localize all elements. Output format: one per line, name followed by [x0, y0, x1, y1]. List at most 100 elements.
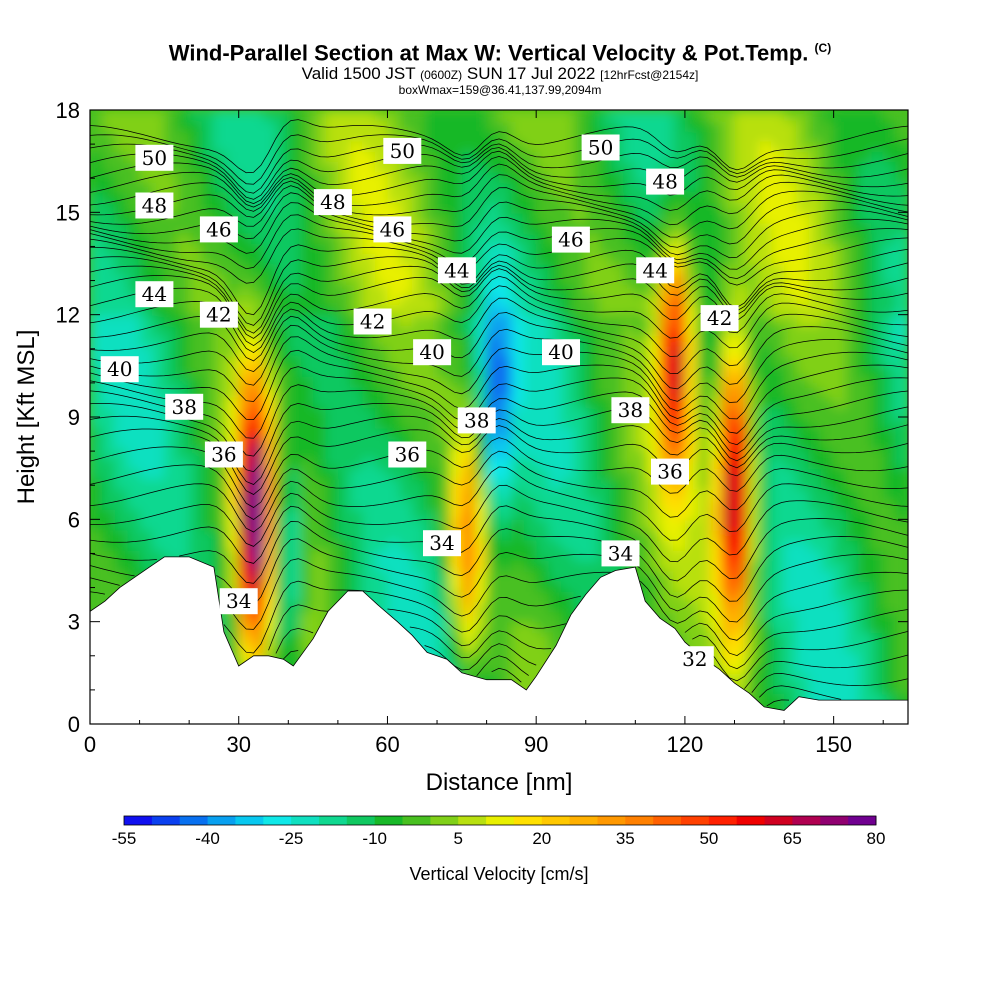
field-cell — [251, 406, 265, 418]
field-cell — [102, 222, 116, 234]
field-cell — [288, 396, 302, 408]
field-cell — [585, 478, 600, 490]
field-cell — [746, 386, 761, 398]
colorbar-tick-label: 20 — [532, 829, 551, 848]
field-cell — [251, 417, 265, 429]
contour-label-box — [353, 308, 392, 335]
field-cell — [784, 550, 798, 562]
field-cell — [288, 417, 302, 429]
field-cell — [387, 488, 401, 500]
field-cell — [561, 601, 575, 613]
field-cell — [536, 110, 550, 122]
field-cell — [734, 396, 748, 408]
field-cell — [412, 601, 426, 613]
colorbar-tick-label: -10 — [362, 829, 387, 848]
field-cell — [672, 120, 686, 132]
field-cell — [127, 304, 141, 316]
field-cell — [362, 478, 377, 490]
field-cell — [313, 243, 327, 255]
field-cell — [796, 171, 810, 183]
field-cell — [846, 539, 860, 551]
field-cell — [300, 294, 315, 306]
field-cell — [796, 437, 810, 449]
field-cell — [424, 478, 438, 490]
field-cell — [821, 120, 835, 132]
field-cell — [771, 652, 786, 664]
field-cell — [684, 406, 699, 418]
field-cell — [784, 693, 798, 705]
field-cell — [870, 243, 885, 255]
field-cell — [362, 222, 377, 234]
field-cell — [337, 529, 352, 541]
field-cell — [164, 232, 178, 244]
field-cell — [635, 191, 649, 204]
field-cell — [585, 120, 600, 132]
field-cell — [288, 191, 302, 204]
field-cell — [387, 406, 401, 418]
field-cell — [152, 130, 166, 142]
field-cell — [251, 150, 265, 163]
field-cell — [313, 509, 327, 521]
field-cell — [139, 273, 153, 285]
field-cell — [784, 662, 798, 674]
contour-label-value: 44 — [642, 258, 667, 282]
field-cell — [275, 212, 290, 224]
field-cell — [375, 529, 389, 541]
field-cell — [201, 417, 215, 429]
field-cell — [784, 304, 798, 316]
field-cell — [387, 386, 401, 398]
field-cell — [734, 468, 748, 480]
field-cell — [561, 447, 575, 459]
field-cell — [746, 550, 761, 562]
field-cell — [536, 130, 550, 142]
field-cell — [288, 457, 302, 470]
field-cell — [90, 202, 104, 214]
field-cell — [201, 509, 215, 521]
field-cell — [90, 191, 104, 204]
field-cell — [784, 611, 798, 623]
field-cell — [114, 222, 129, 234]
field-cell — [821, 243, 835, 255]
field-cell — [90, 150, 104, 163]
field-cell — [164, 222, 178, 234]
field-cell — [709, 161, 724, 173]
field-cell — [337, 294, 352, 306]
field-cell — [313, 110, 327, 122]
field-cell — [895, 457, 908, 470]
field-cell — [722, 294, 736, 306]
field-cell — [722, 150, 736, 163]
field-cell — [647, 150, 662, 163]
field-cell — [561, 580, 575, 592]
field-cell — [288, 150, 302, 163]
field-cell — [709, 478, 724, 490]
field-cell — [300, 498, 315, 511]
field-cell — [808, 498, 823, 511]
field-cell — [499, 110, 513, 122]
field-cell — [350, 519, 364, 531]
field-cell — [808, 345, 823, 357]
field-cell — [883, 427, 897, 439]
field-cell — [697, 232, 711, 244]
field-cell — [784, 468, 798, 480]
field-cell — [672, 273, 686, 285]
field-cell — [585, 376, 600, 388]
contour-labels: 5048444038364642344850464240364438345046… — [100, 134, 739, 673]
field-cell — [796, 314, 810, 326]
field-cell — [313, 304, 327, 316]
field-cell — [846, 304, 860, 316]
field-cell — [610, 468, 624, 480]
field-cell — [313, 447, 327, 459]
field-cell — [598, 468, 612, 480]
field-cell — [449, 161, 463, 173]
field-cell — [883, 621, 897, 633]
field-cell — [164, 447, 178, 459]
field-cell — [375, 130, 389, 142]
field-cell — [722, 642, 736, 654]
field-cell — [275, 396, 290, 408]
field-cell — [412, 263, 426, 275]
colorbar-tick-label: 35 — [616, 829, 635, 848]
field-cell — [672, 386, 686, 398]
field-cell — [858, 683, 872, 695]
field-cell — [511, 284, 525, 296]
